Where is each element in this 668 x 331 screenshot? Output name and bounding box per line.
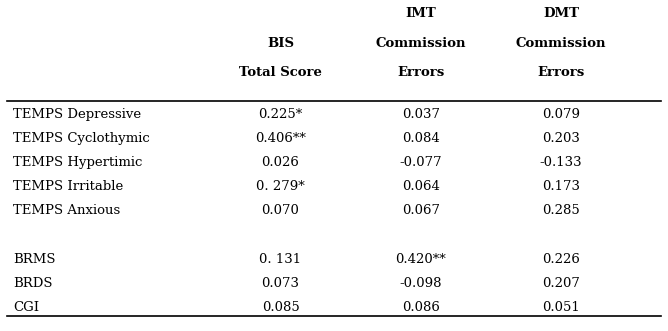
Text: 0. 279*: 0. 279* xyxy=(257,180,305,193)
Text: TEMPS Depressive: TEMPS Depressive xyxy=(13,108,142,121)
Text: 0.051: 0.051 xyxy=(542,301,580,314)
Text: 0.037: 0.037 xyxy=(402,108,440,121)
Text: TEMPS Irritable: TEMPS Irritable xyxy=(13,180,124,193)
Text: Commission: Commission xyxy=(516,36,607,50)
Text: 0.406**: 0.406** xyxy=(255,132,306,145)
Text: 0.026: 0.026 xyxy=(262,156,299,169)
Text: 0.067: 0.067 xyxy=(402,204,440,217)
Text: Errors: Errors xyxy=(397,66,444,79)
Text: DMT: DMT xyxy=(543,7,579,20)
Text: 0.079: 0.079 xyxy=(542,108,580,121)
Text: 0.084: 0.084 xyxy=(402,132,440,145)
Text: 0.203: 0.203 xyxy=(542,132,580,145)
Text: Errors: Errors xyxy=(538,66,584,79)
Text: 0.086: 0.086 xyxy=(402,301,440,314)
Text: TEMPS Hypertimic: TEMPS Hypertimic xyxy=(13,156,143,169)
Text: BRMS: BRMS xyxy=(13,253,56,266)
Text: Commission: Commission xyxy=(375,36,466,50)
Text: 0.070: 0.070 xyxy=(262,204,299,217)
Text: 0.207: 0.207 xyxy=(542,277,580,290)
Text: 0. 131: 0. 131 xyxy=(259,253,302,266)
Text: 0.226: 0.226 xyxy=(542,253,580,266)
Text: TEMPS Cyclothymic: TEMPS Cyclothymic xyxy=(13,132,150,145)
Text: BIS: BIS xyxy=(267,36,294,50)
Text: -0.133: -0.133 xyxy=(540,156,582,169)
Text: 0.085: 0.085 xyxy=(262,301,299,314)
Text: TEMPS Anxious: TEMPS Anxious xyxy=(13,204,121,217)
Text: 0.173: 0.173 xyxy=(542,180,580,193)
Text: 0.225*: 0.225* xyxy=(259,108,303,121)
Text: -0.098: -0.098 xyxy=(399,277,442,290)
Text: Total Score: Total Score xyxy=(239,66,322,79)
Text: -0.077: -0.077 xyxy=(399,156,442,169)
Text: CGI: CGI xyxy=(13,301,39,314)
Text: BRDS: BRDS xyxy=(13,277,53,290)
Text: 0.064: 0.064 xyxy=(402,180,440,193)
Text: IMT: IMT xyxy=(405,7,436,20)
Text: 0.420**: 0.420** xyxy=(395,253,446,266)
Text: 0.073: 0.073 xyxy=(262,277,299,290)
Text: 0.285: 0.285 xyxy=(542,204,580,217)
